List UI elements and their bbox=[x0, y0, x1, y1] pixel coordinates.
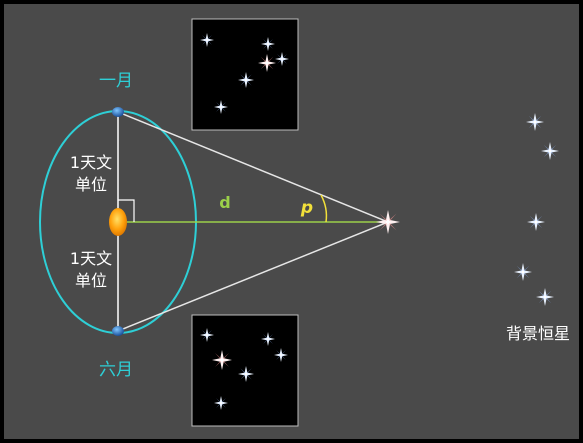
sightline-june bbox=[117, 221, 389, 332]
background-star-icon bbox=[514, 263, 532, 281]
background-star-icon bbox=[536, 288, 554, 306]
sky-view-january bbox=[191, 18, 299, 131]
label-au-bottom-line1: 1天文 bbox=[70, 249, 112, 268]
label-january: 一月 bbox=[99, 71, 133, 91]
background-star-icon bbox=[200, 328, 214, 342]
label-june: 六月 bbox=[99, 360, 133, 380]
near-star-icon bbox=[212, 350, 232, 370]
near-star-icon bbox=[376, 210, 400, 234]
label-au-top-line1: 1天文 bbox=[70, 153, 112, 172]
label-au-top-line2: 单位 bbox=[75, 175, 107, 194]
label-parallax: p bbox=[300, 198, 313, 218]
background-star-icon bbox=[261, 332, 275, 346]
label-distance: d bbox=[219, 193, 230, 212]
label-au-bottom-line2: 单位 bbox=[75, 271, 107, 290]
label-background-stars: 背景恒星 bbox=[506, 324, 570, 343]
background-star-icon bbox=[274, 348, 288, 362]
sightline-january bbox=[117, 111, 389, 223]
earth-dot-icon bbox=[112, 326, 124, 336]
earth-dot-icon bbox=[112, 107, 124, 117]
background-star-icon bbox=[214, 396, 228, 410]
parallax-angle-arc bbox=[320, 194, 328, 223]
sun-icon bbox=[109, 208, 127, 236]
right-angle-marker bbox=[118, 199, 135, 222]
sky-view-june bbox=[191, 314, 299, 427]
